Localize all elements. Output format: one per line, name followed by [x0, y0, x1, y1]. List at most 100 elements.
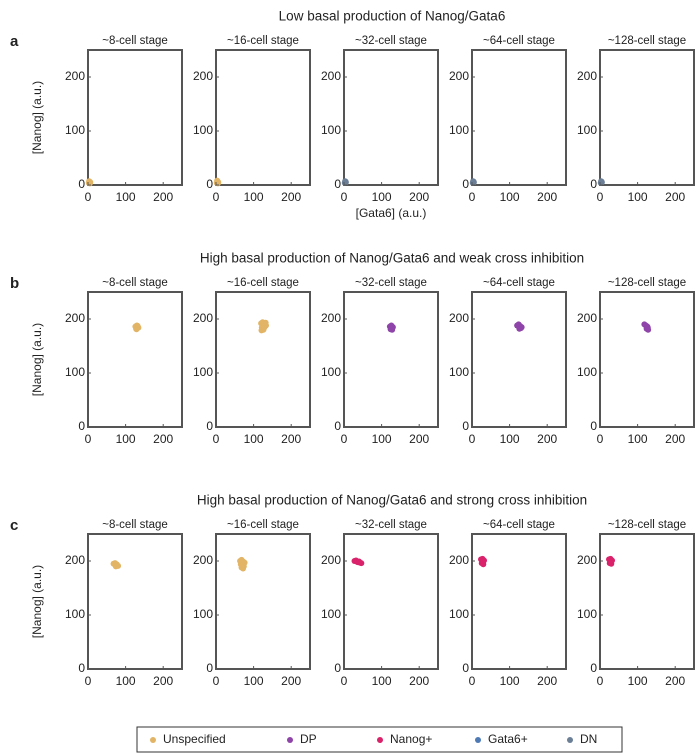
x-tick-label: 200 — [281, 432, 301, 446]
x-axis-label: [Gata6] (a.u.) — [356, 206, 427, 220]
x-tick-label: 200 — [665, 674, 685, 688]
y-tick-label: 100 — [577, 365, 597, 379]
panel-title: ~16-cell stage — [227, 519, 299, 531]
point — [133, 326, 140, 333]
y-axis-label: [Nanog] (a.u.) — [30, 323, 44, 396]
y-tick-label: 0 — [334, 177, 341, 191]
plot-frame — [471, 49, 567, 186]
x-tick-label: 100 — [372, 674, 392, 688]
plot-frame — [87, 291, 183, 428]
panel-title: ~8-cell stage — [102, 277, 168, 289]
panel-title: ~64-cell stage — [483, 519, 555, 531]
row-letter: b — [10, 275, 19, 292]
x-tick-label: 200 — [153, 190, 173, 204]
legend-label: Unspecified — [163, 732, 226, 746]
point — [356, 558, 363, 565]
x-tick-label: 0 — [469, 432, 476, 446]
plot-frame — [343, 533, 439, 670]
x-tick-label: 200 — [537, 432, 557, 446]
x-tick-label: 0 — [85, 674, 92, 688]
x-tick-label: 100 — [116, 674, 136, 688]
x-tick-label: 100 — [500, 190, 520, 204]
x-tick-label: 0 — [213, 190, 220, 204]
plot-frame — [599, 49, 695, 186]
y-tick-label: 0 — [78, 661, 85, 675]
x-tick-label: 0 — [341, 432, 348, 446]
panel-title: ~128-cell stage — [608, 519, 686, 531]
x-tick-label: 200 — [665, 190, 685, 204]
y-tick-label: 0 — [206, 177, 213, 191]
x-tick-label: 100 — [372, 190, 392, 204]
panel-title: ~8-cell stage — [102, 519, 168, 531]
x-tick-label: 100 — [116, 190, 136, 204]
x-tick-label: 200 — [665, 432, 685, 446]
y-tick-label: 200 — [193, 553, 213, 567]
y-tick-label: 200 — [449, 69, 469, 83]
y-tick-label: 0 — [78, 177, 85, 191]
y-tick-label: 200 — [193, 69, 213, 83]
y-tick-label: 100 — [449, 365, 469, 379]
y-tick-label: 0 — [590, 419, 597, 433]
y-tick-label: 100 — [449, 123, 469, 137]
y-tick-label: 200 — [321, 311, 341, 325]
point — [470, 178, 477, 185]
y-tick-label: 0 — [334, 661, 341, 675]
y-tick-label: 100 — [321, 365, 341, 379]
x-tick-label: 100 — [500, 432, 520, 446]
legend-marker — [287, 737, 293, 743]
y-tick-label: 100 — [193, 123, 213, 137]
legend-label: Nanog+ — [390, 732, 432, 746]
plot-frame — [343, 49, 439, 186]
legend-label: Gata6+ — [488, 732, 528, 746]
x-tick-label: 0 — [469, 190, 476, 204]
x-tick-label: 100 — [628, 674, 648, 688]
y-tick-label: 0 — [462, 661, 469, 675]
row-title: Low basal production of Nanog/Gata6 — [279, 9, 506, 24]
panel-title: ~32-cell stage — [355, 519, 427, 531]
panel-title: ~128-cell stage — [608, 35, 686, 47]
point — [388, 325, 395, 332]
legend-marker — [567, 737, 573, 743]
legend-marker — [475, 737, 481, 743]
plot-frame — [471, 291, 567, 428]
y-tick-label: 100 — [65, 607, 85, 621]
y-tick-label: 0 — [206, 661, 213, 675]
y-tick-label: 200 — [577, 311, 597, 325]
y-tick-label: 200 — [65, 311, 85, 325]
x-tick-label: 100 — [244, 432, 264, 446]
y-tick-label: 100 — [321, 123, 341, 137]
x-tick-label: 100 — [628, 432, 648, 446]
x-tick-label: 0 — [85, 432, 92, 446]
x-tick-label: 0 — [597, 432, 604, 446]
panel-title: ~128-cell stage — [608, 277, 686, 289]
y-tick-label: 0 — [462, 419, 469, 433]
row-letter: c — [10, 517, 18, 534]
y-tick-label: 0 — [334, 419, 341, 433]
x-tick-label: 0 — [597, 190, 604, 204]
y-tick-label: 100 — [577, 123, 597, 137]
plot-frame — [215, 291, 311, 428]
point — [260, 325, 267, 332]
row-letter: a — [10, 33, 19, 50]
y-tick-label: 200 — [321, 69, 341, 83]
panel-title: ~32-cell stage — [355, 277, 427, 289]
y-tick-label: 200 — [193, 311, 213, 325]
plot-frame — [343, 291, 439, 428]
plot-frame — [87, 533, 183, 670]
y-tick-label: 200 — [65, 69, 85, 83]
y-tick-label: 100 — [449, 607, 469, 621]
point — [598, 178, 605, 185]
x-tick-label: 0 — [213, 674, 220, 688]
point — [517, 325, 524, 332]
panel-title: ~64-cell stage — [483, 35, 555, 47]
x-tick-label: 0 — [469, 674, 476, 688]
y-tick-label: 200 — [449, 553, 469, 567]
y-tick-label: 0 — [462, 177, 469, 191]
x-tick-label: 0 — [213, 432, 220, 446]
y-tick-label: 200 — [577, 69, 597, 83]
y-tick-label: 200 — [449, 311, 469, 325]
plot-frame — [599, 291, 695, 428]
point — [238, 564, 245, 571]
y-tick-label: 0 — [590, 661, 597, 675]
row-title: High basal production of Nanog/Gata6 and… — [197, 493, 587, 508]
